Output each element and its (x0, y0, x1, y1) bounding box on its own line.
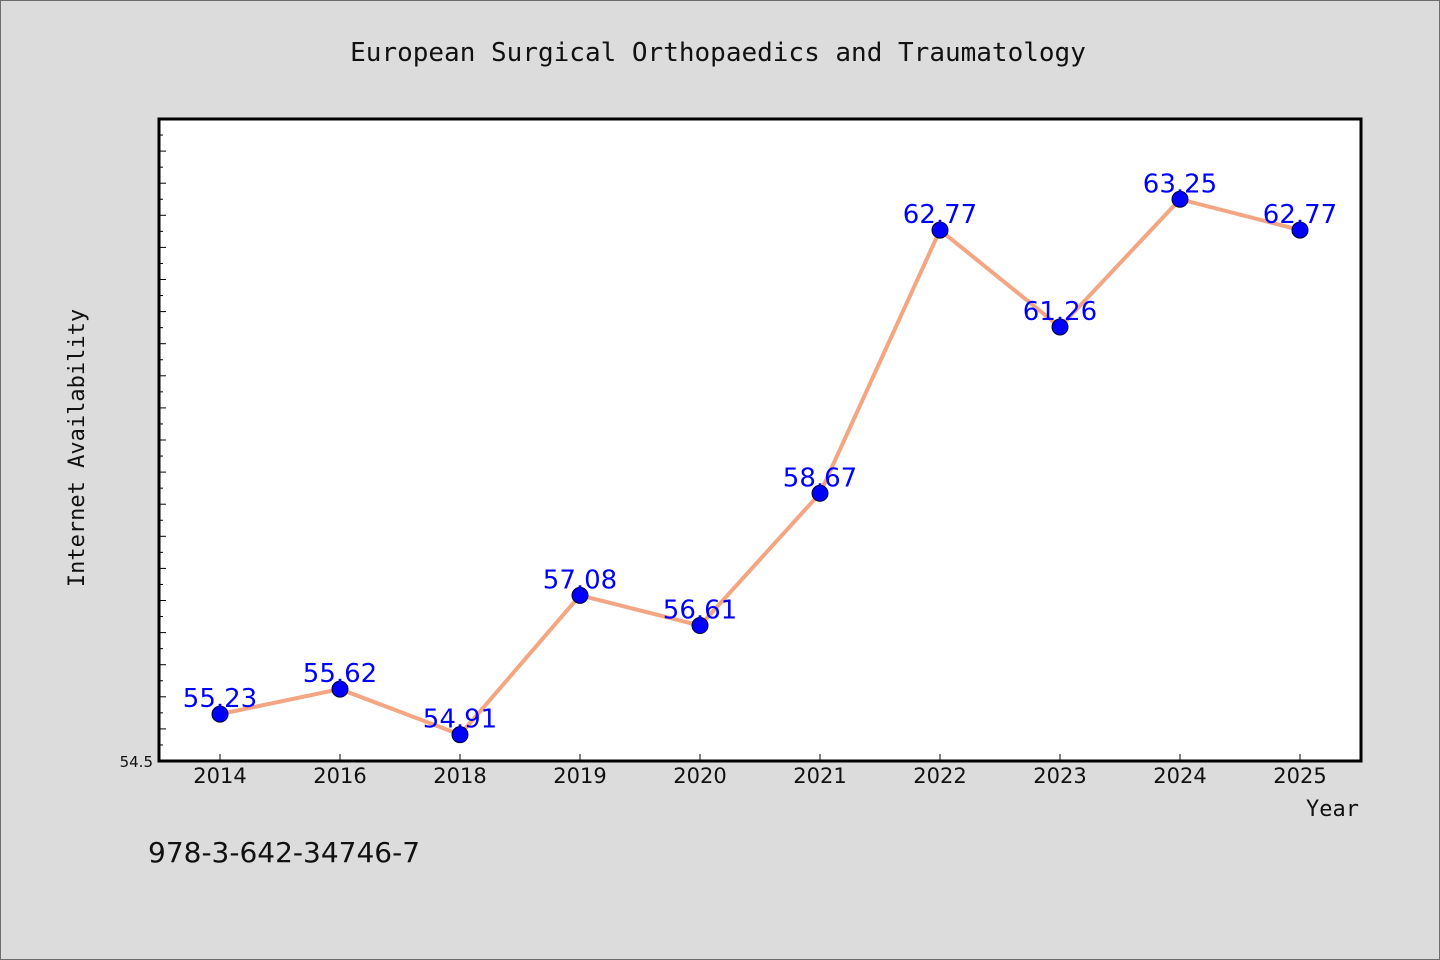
data-label: 54.91 (423, 705, 497, 735)
x-tick-label: 2018 (433, 764, 486, 788)
plot-area (157, 117, 1363, 763)
x-axis-label: Year (1306, 797, 1359, 822)
isbn-footer: 978-3-642-34746-7 (148, 836, 420, 869)
data-label: 55.23 (183, 684, 257, 714)
chart-title: European Surgical Orthopaedics and Traum… (350, 38, 1086, 68)
x-tick-label: 2022 (913, 764, 966, 788)
series-line (219, 197, 1301, 737)
data-label: 62.77 (903, 200, 977, 230)
data-point (811, 484, 829, 502)
data-label: 55.62 (303, 659, 377, 689)
data-labels: 55.23 55.62 54.91 57.08 56.61 58.67 62.77 61.26… (183, 169, 1337, 734)
data-label: 62.77 (1263, 200, 1337, 230)
x-axis-ticks: 2014 2016 2018 2019 2020 2021 2022 2023 2024 2025 (193, 754, 1327, 788)
x-tick-label: 2021 (793, 764, 846, 788)
data-label: 57.08 (543, 565, 617, 595)
x-tick-label: 2025 (1273, 764, 1326, 788)
y-axis-ticks: 54.5 (120, 118, 166, 771)
x-tick-label: 2024 (1153, 764, 1206, 788)
y-tick-label: 54.5 (120, 753, 153, 771)
data-point (331, 680, 349, 698)
data-point (1291, 221, 1309, 239)
data-point (571, 586, 589, 604)
x-tick-label: 2014 (193, 764, 246, 788)
data-point (211, 705, 229, 723)
data-label: 56.61 (663, 596, 737, 626)
data-point (931, 221, 949, 239)
x-tick-label: 2019 (553, 764, 606, 788)
data-label: 63.25 (1143, 169, 1217, 199)
data-point (451, 726, 469, 744)
series-layer (211, 190, 1309, 744)
x-tick-label: 2016 (313, 764, 366, 788)
data-label: 58.67 (783, 463, 857, 493)
data-label: 61.26 (1023, 297, 1097, 327)
y-axis-label: Internet Availability (65, 309, 90, 587)
data-point (1051, 318, 1069, 336)
x-tick-label: 2020 (673, 764, 726, 788)
x-tick-label: 2023 (1033, 764, 1086, 788)
data-point (1171, 190, 1189, 208)
data-point (691, 617, 709, 635)
